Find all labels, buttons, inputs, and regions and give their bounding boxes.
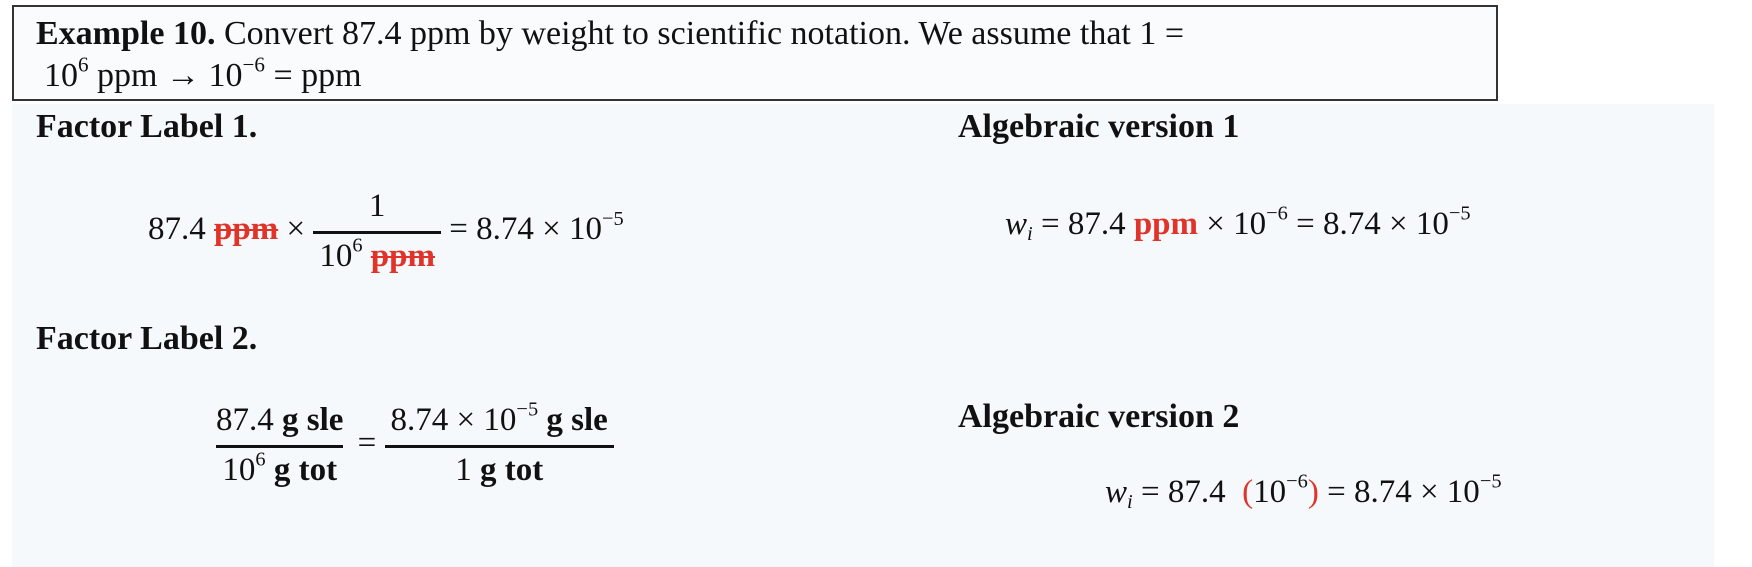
- example-statement-box: [12, 5, 1498, 101]
- factor-label-2-equation: 87.4 g sle 106 g tot = 8.74 × 10−5 g sle 1…: [210, 398, 614, 489]
- numerator: 87.4 g sle: [210, 402, 349, 445]
- denominator: 1 g tot: [384, 445, 614, 489]
- algebraic-2-equation: wi = 87.4 (10−6) = 8.74 × 10−5: [1105, 470, 1502, 514]
- text: × 10: [1198, 206, 1267, 242]
- paren: (: [1242, 474, 1254, 510]
- factor-label-2-heading: Factor Label 2.: [36, 320, 258, 357]
- example-text: Convert 87.4 ppm by weight to scientific…: [223, 15, 1185, 52]
- algebraic-1-equation: wi = 87.4 ppm × 10−6 = 8.74 × 10−5: [1005, 202, 1471, 246]
- left-fraction: 87.4 g sle 106 g tot: [210, 402, 349, 489]
- exponent: −5: [1448, 202, 1471, 225]
- text: 10: [44, 57, 78, 94]
- text: ×: [278, 211, 314, 248]
- text: 1: [455, 452, 480, 488]
- text: = 8.74 × 10: [1318, 474, 1480, 510]
- denominator: 106 ppm: [313, 231, 441, 275]
- fraction: 1 106 ppm: [313, 188, 441, 275]
- unit: g sle: [282, 402, 344, 438]
- text: = 8.74 × 10: [441, 211, 602, 248]
- paren: ): [1307, 474, 1319, 510]
- exponent: −6: [1286, 470, 1308, 493]
- exponent: 6: [352, 234, 363, 257]
- factor-label-1-heading: Factor Label 1.: [36, 108, 258, 145]
- text: 10: [319, 238, 353, 274]
- exponent: −6: [1266, 202, 1288, 225]
- example-title: Example 10.: [36, 15, 216, 52]
- exponent: 6: [255, 448, 266, 471]
- unit: g tot: [479, 452, 544, 488]
- cancelled-unit: ppm: [214, 211, 279, 248]
- numerator: 1: [368, 188, 386, 224]
- right-fraction: 8.74 × 10−5 g sle 1 g tot: [384, 398, 614, 489]
- exponent: −5: [516, 398, 539, 421]
- text: 10: [222, 452, 256, 488]
- text: 10: [1253, 474, 1287, 510]
- text: ppm → 10: [88, 57, 243, 94]
- equals: =: [357, 425, 377, 462]
- text: = 87.4: [1132, 474, 1243, 510]
- text: = 8.74 × 10: [1287, 206, 1449, 242]
- variable: w: [1005, 206, 1028, 242]
- unit: g sle: [538, 402, 608, 438]
- exponent: −6: [242, 52, 265, 77]
- text: = ppm: [264, 57, 362, 94]
- exponent: 6: [78, 52, 89, 77]
- text: = 87.4: [1032, 206, 1134, 242]
- text: 87.4: [148, 211, 214, 248]
- factor-label-1-equation: 87.4 ppm × 1 106 ppm = 8.74 × 10−5: [148, 188, 624, 275]
- cancelled-unit: ppm: [370, 238, 435, 274]
- exponent: −5: [1479, 470, 1502, 493]
- example-statement-line2: 106 ppm → 10−6 = ppm: [44, 54, 362, 96]
- denominator: 106 g tot: [216, 445, 344, 489]
- algebraic-1-heading: Algebraic version 1: [958, 108, 1240, 145]
- unit: ppm: [1133, 206, 1199, 242]
- subscript: i: [1027, 223, 1033, 246]
- algebraic-2-heading: Algebraic version 2: [958, 398, 1240, 435]
- unit: g tot: [265, 452, 338, 488]
- example-statement-line1: Example 10. Convert 87.4 ppm by weight t…: [36, 14, 1184, 54]
- solution-panel: [12, 104, 1714, 567]
- numerator: 8.74 × 10−5 g sle: [385, 398, 614, 445]
- text: 8.74 × 10: [390, 402, 517, 438]
- subscript: i: [1127, 491, 1133, 514]
- text: 87.4: [216, 402, 282, 438]
- variable: w: [1105, 474, 1128, 510]
- exponent: −5: [601, 207, 624, 230]
